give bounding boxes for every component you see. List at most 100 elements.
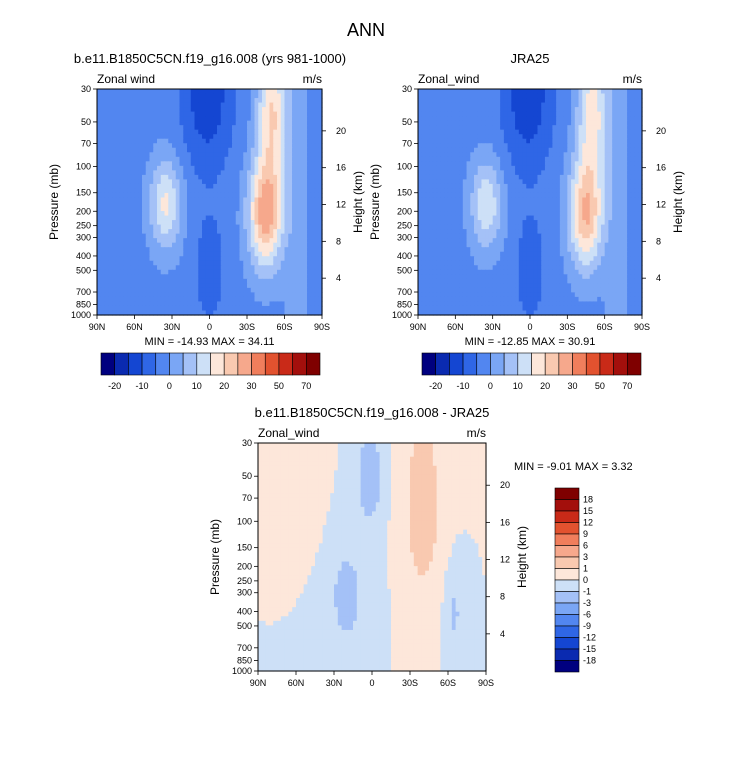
contour-cell [418,107,423,113]
contour-cell [228,116,233,122]
y-tick-label: 300 [76,232,91,242]
contour-cell [630,224,636,230]
contour-cell [310,215,316,221]
contour-cell [160,296,166,303]
contour-cell [288,174,293,180]
contour-cell [224,247,229,253]
contour-cell [209,301,214,307]
contour-cell [130,98,136,104]
contour-cell [183,269,188,275]
contour-cell [104,192,109,199]
contour-cell [213,129,218,135]
contour-cell [548,161,553,167]
contour-cell [556,125,561,131]
contour-cell [474,170,479,176]
contour-cell [104,301,109,307]
contour-cell [138,102,143,108]
contour-cell [288,98,293,104]
contour-cell [470,229,475,235]
contour-cell [265,215,271,221]
contour-cell [563,102,568,108]
contour-cell [530,202,535,208]
contour-cell [127,211,132,217]
contour-cell [202,242,207,248]
contour-cell [187,269,192,275]
contour-cell [243,238,248,244]
contour-cell [477,138,483,144]
contour-cell [451,129,456,135]
contour-cell [205,305,211,312]
contour-cell [247,129,252,135]
contour-cell [134,152,139,158]
contour-cell [209,89,214,95]
contour-cell [168,129,173,135]
contour-cell [638,179,643,185]
contour-cell [292,183,297,190]
contour-cell [277,215,282,221]
contour-cell [459,93,464,99]
contour-cell [247,134,252,140]
contour-cell [258,138,263,144]
contour-cell [470,152,475,158]
contour-cell [589,220,595,226]
contour-cell [578,125,583,131]
contour-cell [265,269,271,275]
contour-cell [142,296,147,303]
contour-cell [254,224,259,230]
contour-cell [127,301,132,307]
contour-cell [205,188,211,194]
contour-cell [130,238,136,244]
contour-cell [179,256,184,262]
contour-cell [194,120,199,126]
contour-cell [172,192,177,199]
contour-cell [284,224,289,230]
contour-cell [172,188,177,194]
contour-cell [556,188,561,194]
contour-cell [119,215,124,221]
contour-cell [470,202,475,208]
contour-cell [213,260,218,266]
contour-cell [194,143,199,149]
contour-cell [530,211,535,217]
contour-cell [541,179,546,185]
contour-cell [187,292,192,298]
contour-cell [213,192,218,199]
contour-cell [586,174,591,180]
contour-cell [130,111,136,117]
contour-cell [619,183,624,190]
contour-cell [541,147,546,153]
contour-cell [235,260,241,266]
contour-cell [269,89,274,95]
contour-cell [130,256,136,262]
contour-cell [563,147,568,153]
contour-cell [574,93,580,99]
contour-cell [172,202,177,208]
contour-cell [179,242,184,248]
contour-cell [123,174,128,180]
contour-cell [213,215,218,221]
contour-cell [250,265,256,271]
contour-cell [533,192,539,199]
contour-cell [164,125,169,131]
contour-cell [198,161,203,167]
contour-cell [235,229,241,235]
contour-cell [544,116,550,122]
contour-cell [307,111,312,117]
contour-cell [104,224,109,230]
contour-cell [127,283,132,289]
contour-cell [288,129,293,135]
contour-cell [97,179,102,185]
contour-cell [115,197,121,203]
contour-cell [619,197,624,203]
contour-cell [142,120,147,126]
contour-cell [459,161,464,167]
contour-cell [284,192,289,199]
contour-cell [168,233,173,239]
contour-cell [209,179,214,185]
contour-cell [421,143,427,149]
contour-cell [425,129,430,135]
contour-cell [518,89,524,95]
contour-cell [288,134,293,140]
contour-cell [134,107,139,113]
contour-cell [612,134,617,140]
